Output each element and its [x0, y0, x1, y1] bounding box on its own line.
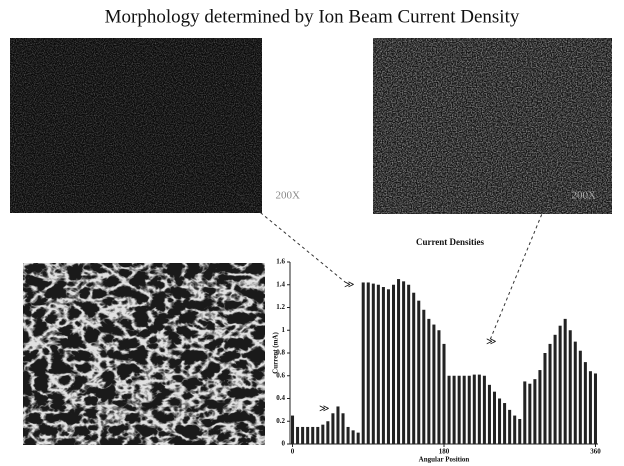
bar — [296, 426, 300, 444]
bar-chart: Current Densities Angular Position Curre… — [272, 237, 602, 464]
micrograph-bottom-left — [23, 263, 265, 445]
bar — [593, 373, 597, 444]
bar — [417, 300, 421, 444]
bar — [407, 284, 411, 444]
y-axis-label: Current (mA) — [272, 332, 280, 374]
bar — [533, 379, 537, 444]
bar — [412, 292, 416, 444]
x-axis-label: Angular Position — [419, 456, 470, 464]
svg-text:≫: ≫ — [486, 336, 496, 347]
chart-title: Current Densities — [416, 237, 485, 247]
bar — [336, 406, 340, 444]
bar — [432, 324, 436, 444]
bar — [391, 284, 396, 444]
bar — [301, 426, 305, 444]
bar — [563, 318, 567, 444]
y-tick-label: 0.6 — [276, 371, 285, 379]
y-tick-label: 0.2 — [276, 417, 285, 425]
bar — [472, 374, 476, 444]
arrows: ≫ ≫ ≫ — [227, 169, 561, 414]
bar — [386, 289, 390, 444]
bar — [543, 353, 547, 444]
bar — [553, 334, 557, 444]
bar — [508, 409, 512, 444]
bar — [326, 421, 330, 444]
bar — [518, 418, 522, 444]
svg-text:≫: ≫ — [344, 279, 354, 290]
bar — [316, 426, 320, 444]
micrograph-top-right: 200X — [373, 38, 612, 214]
bar — [306, 426, 310, 444]
bar — [346, 426, 350, 444]
bar — [492, 391, 497, 444]
y-tick-label: 0.4 — [276, 394, 285, 402]
y-tick-label: 1.2 — [276, 303, 285, 311]
bar — [321, 424, 325, 444]
x-tick-label: 0 — [291, 448, 295, 456]
bar — [447, 375, 451, 444]
bar — [462, 375, 466, 444]
bar — [371, 283, 375, 444]
bar — [452, 375, 456, 444]
bar — [487, 384, 491, 444]
bar — [381, 287, 385, 444]
micrograph-top-left: 200X — [10, 38, 300, 213]
x-tick-label: 180 — [439, 448, 450, 456]
bar — [361, 282, 365, 444]
bar — [356, 432, 360, 444]
bar — [427, 318, 431, 444]
bar — [558, 325, 562, 444]
y-tick-label: 1.6 — [276, 258, 285, 266]
bar — [578, 350, 582, 444]
magnification: 200X — [572, 190, 597, 202]
bar — [331, 413, 335, 444]
bar — [538, 370, 542, 444]
bar — [457, 375, 461, 444]
bar — [523, 381, 527, 444]
bar — [422, 309, 426, 444]
svg-text:≫: ≫ — [319, 403, 329, 414]
bar — [482, 375, 486, 444]
bar — [573, 341, 577, 444]
bar — [548, 343, 552, 444]
bar — [503, 403, 507, 444]
bar — [376, 284, 380, 444]
y-tick-label: 1 — [282, 326, 286, 334]
x-tick-label: 360 — [590, 448, 601, 456]
heading: Morphology determined by Ion Beam Curren… — [105, 6, 520, 27]
bar — [588, 371, 592, 444]
bar — [437, 330, 441, 444]
bar — [498, 398, 502, 444]
y-tick-label: 0.8 — [276, 349, 285, 357]
bar — [583, 362, 587, 444]
bar — [366, 282, 370, 444]
magnification: 200X — [276, 190, 301, 202]
bar — [291, 415, 295, 444]
bar — [568, 330, 572, 444]
bar — [477, 374, 481, 444]
bar — [351, 430, 355, 444]
bar — [467, 375, 471, 444]
bar — [402, 281, 406, 444]
y-tick-label: 0 — [282, 440, 286, 448]
y-tick-label: 1.4 — [276, 280, 285, 288]
bar — [513, 415, 517, 444]
bar — [528, 383, 532, 444]
bar — [341, 413, 345, 444]
bar — [311, 426, 315, 444]
bar — [397, 279, 401, 444]
bar — [442, 343, 446, 444]
